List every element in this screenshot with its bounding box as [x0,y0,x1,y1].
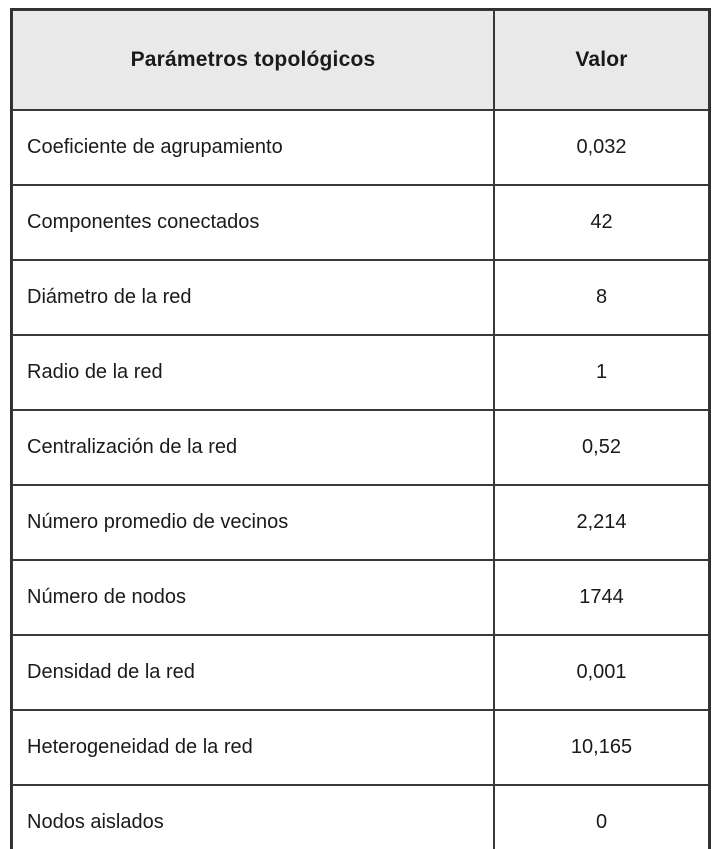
parameter-name-cell: Número promedio de vecinos [12,485,494,560]
parameter-name-cell: Componentes conectados [12,185,494,260]
parameter-name-cell: Radio de la red [12,335,494,410]
parameter-value-cell: 0,032 [494,110,709,185]
topological-parameters-table: Parámetros topológicos Valor Coeficiente… [10,8,711,849]
parameter-name-cell: Heterogeneidad de la red [12,710,494,785]
table-row: Diámetro de la red 8 [12,260,709,335]
parameter-value-cell: 2,214 [494,485,709,560]
table-row: Centralización de la red 0,52 [12,410,709,485]
table-row: Coeficiente de agrupamiento 0,032 [12,110,709,185]
parameter-name-cell: Centralización de la red [12,410,494,485]
parameter-name-cell: Nodos aislados [12,785,494,849]
parameter-name-cell: Coeficiente de agrupamiento [12,110,494,185]
table-row: Nodos aislados 0 [12,785,709,849]
table-row: Heterogeneidad de la red 10,165 [12,710,709,785]
table-row: Componentes conectados 42 [12,185,709,260]
column-header-value: Valor [494,10,709,110]
parameter-value-cell: 0 [494,785,709,849]
parameter-value-cell: 10,165 [494,710,709,785]
table-row: Número de nodos 1744 [12,560,709,635]
table-row: Densidad de la red 0,001 [12,635,709,710]
parameter-value-cell: 8 [494,260,709,335]
table-row: Número promedio de vecinos 2,214 [12,485,709,560]
parameter-value-cell: 0,52 [494,410,709,485]
parameter-value-cell: 0,001 [494,635,709,710]
parameter-name-cell: Número de nodos [12,560,494,635]
table-header-row: Parámetros topológicos Valor [12,10,709,110]
parameter-value-cell: 42 [494,185,709,260]
column-header-parameters: Parámetros topológicos [12,10,494,110]
parameter-value-cell: 1744 [494,560,709,635]
table-row: Radio de la red 1 [12,335,709,410]
parameter-name-cell: Diámetro de la red [12,260,494,335]
parameter-name-cell: Densidad de la red [12,635,494,710]
parameter-value-cell: 1 [494,335,709,410]
